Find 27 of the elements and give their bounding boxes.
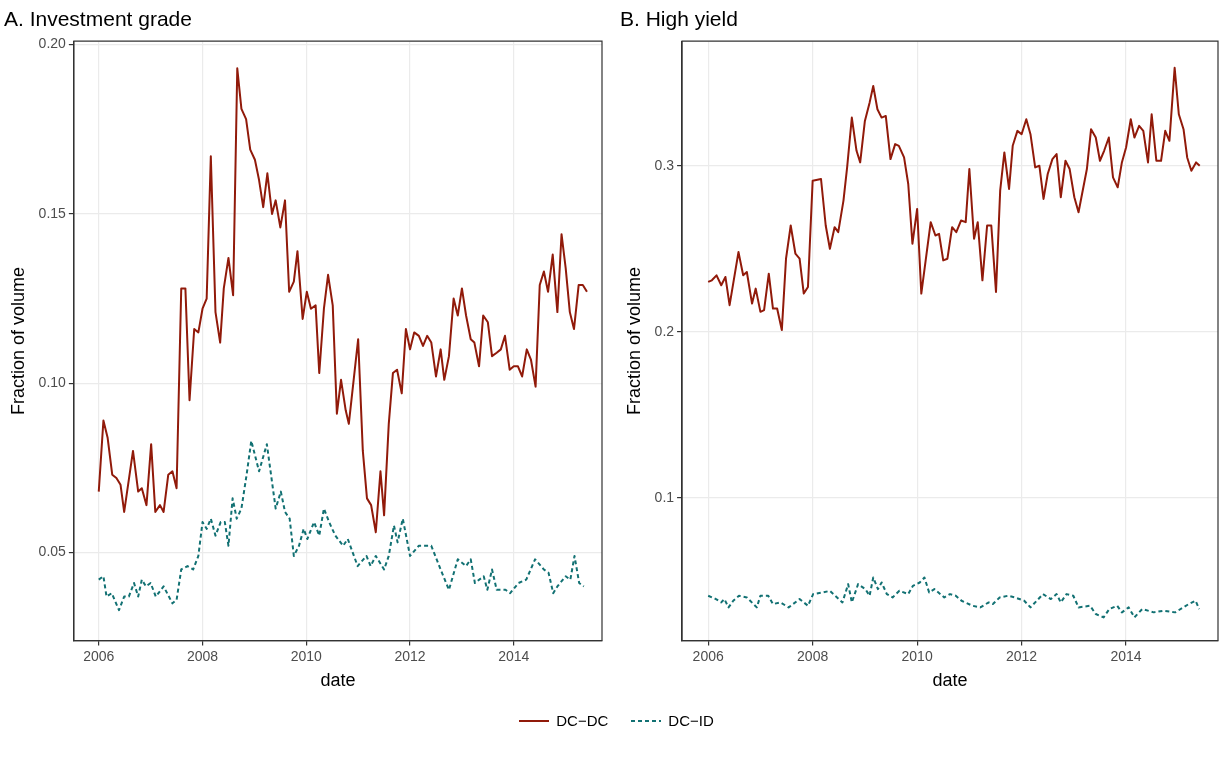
x-tick-label: 2008 [186, 647, 219, 664]
x-tick-label: 2012 [1006, 647, 1038, 664]
x-tick-label: 2010 [290, 647, 323, 664]
x-tick-label: 2014 [1110, 647, 1142, 664]
x-tick-label: 2008 [797, 647, 829, 664]
y-tick-label: 0.20 [38, 35, 67, 52]
x-axis-title: date [932, 670, 968, 691]
y-tick-label: 0.15 [38, 204, 67, 221]
x-tick-label: 2014 [498, 647, 530, 664]
legend-label: DC−DC [556, 712, 609, 729]
chart-title: B. High yield [620, 7, 738, 31]
line-series [707, 576, 1201, 619]
x-tick-label: 2012 [394, 647, 426, 664]
y-axis-title: Fraction of volume [7, 266, 28, 415]
x-tick-label: 2010 [901, 647, 933, 664]
y-tick-label: 0.3 [654, 156, 675, 173]
y-tick-label: 0.05 [38, 543, 67, 560]
y-tick-label: 0.10 [38, 374, 67, 391]
y-axis-title: Fraction of volume [623, 266, 644, 415]
legend-label: DC−ID [668, 712, 714, 729]
y-tick-label: 0.2 [654, 322, 675, 339]
y-tick-label: 0.1 [654, 488, 675, 505]
chart-title: A. Investment grade [4, 7, 192, 31]
line-series [97, 439, 585, 612]
x-tick-label: 2006 [83, 647, 115, 664]
x-tick-label: 2006 [692, 647, 724, 664]
x-axis-title: date [320, 670, 356, 691]
